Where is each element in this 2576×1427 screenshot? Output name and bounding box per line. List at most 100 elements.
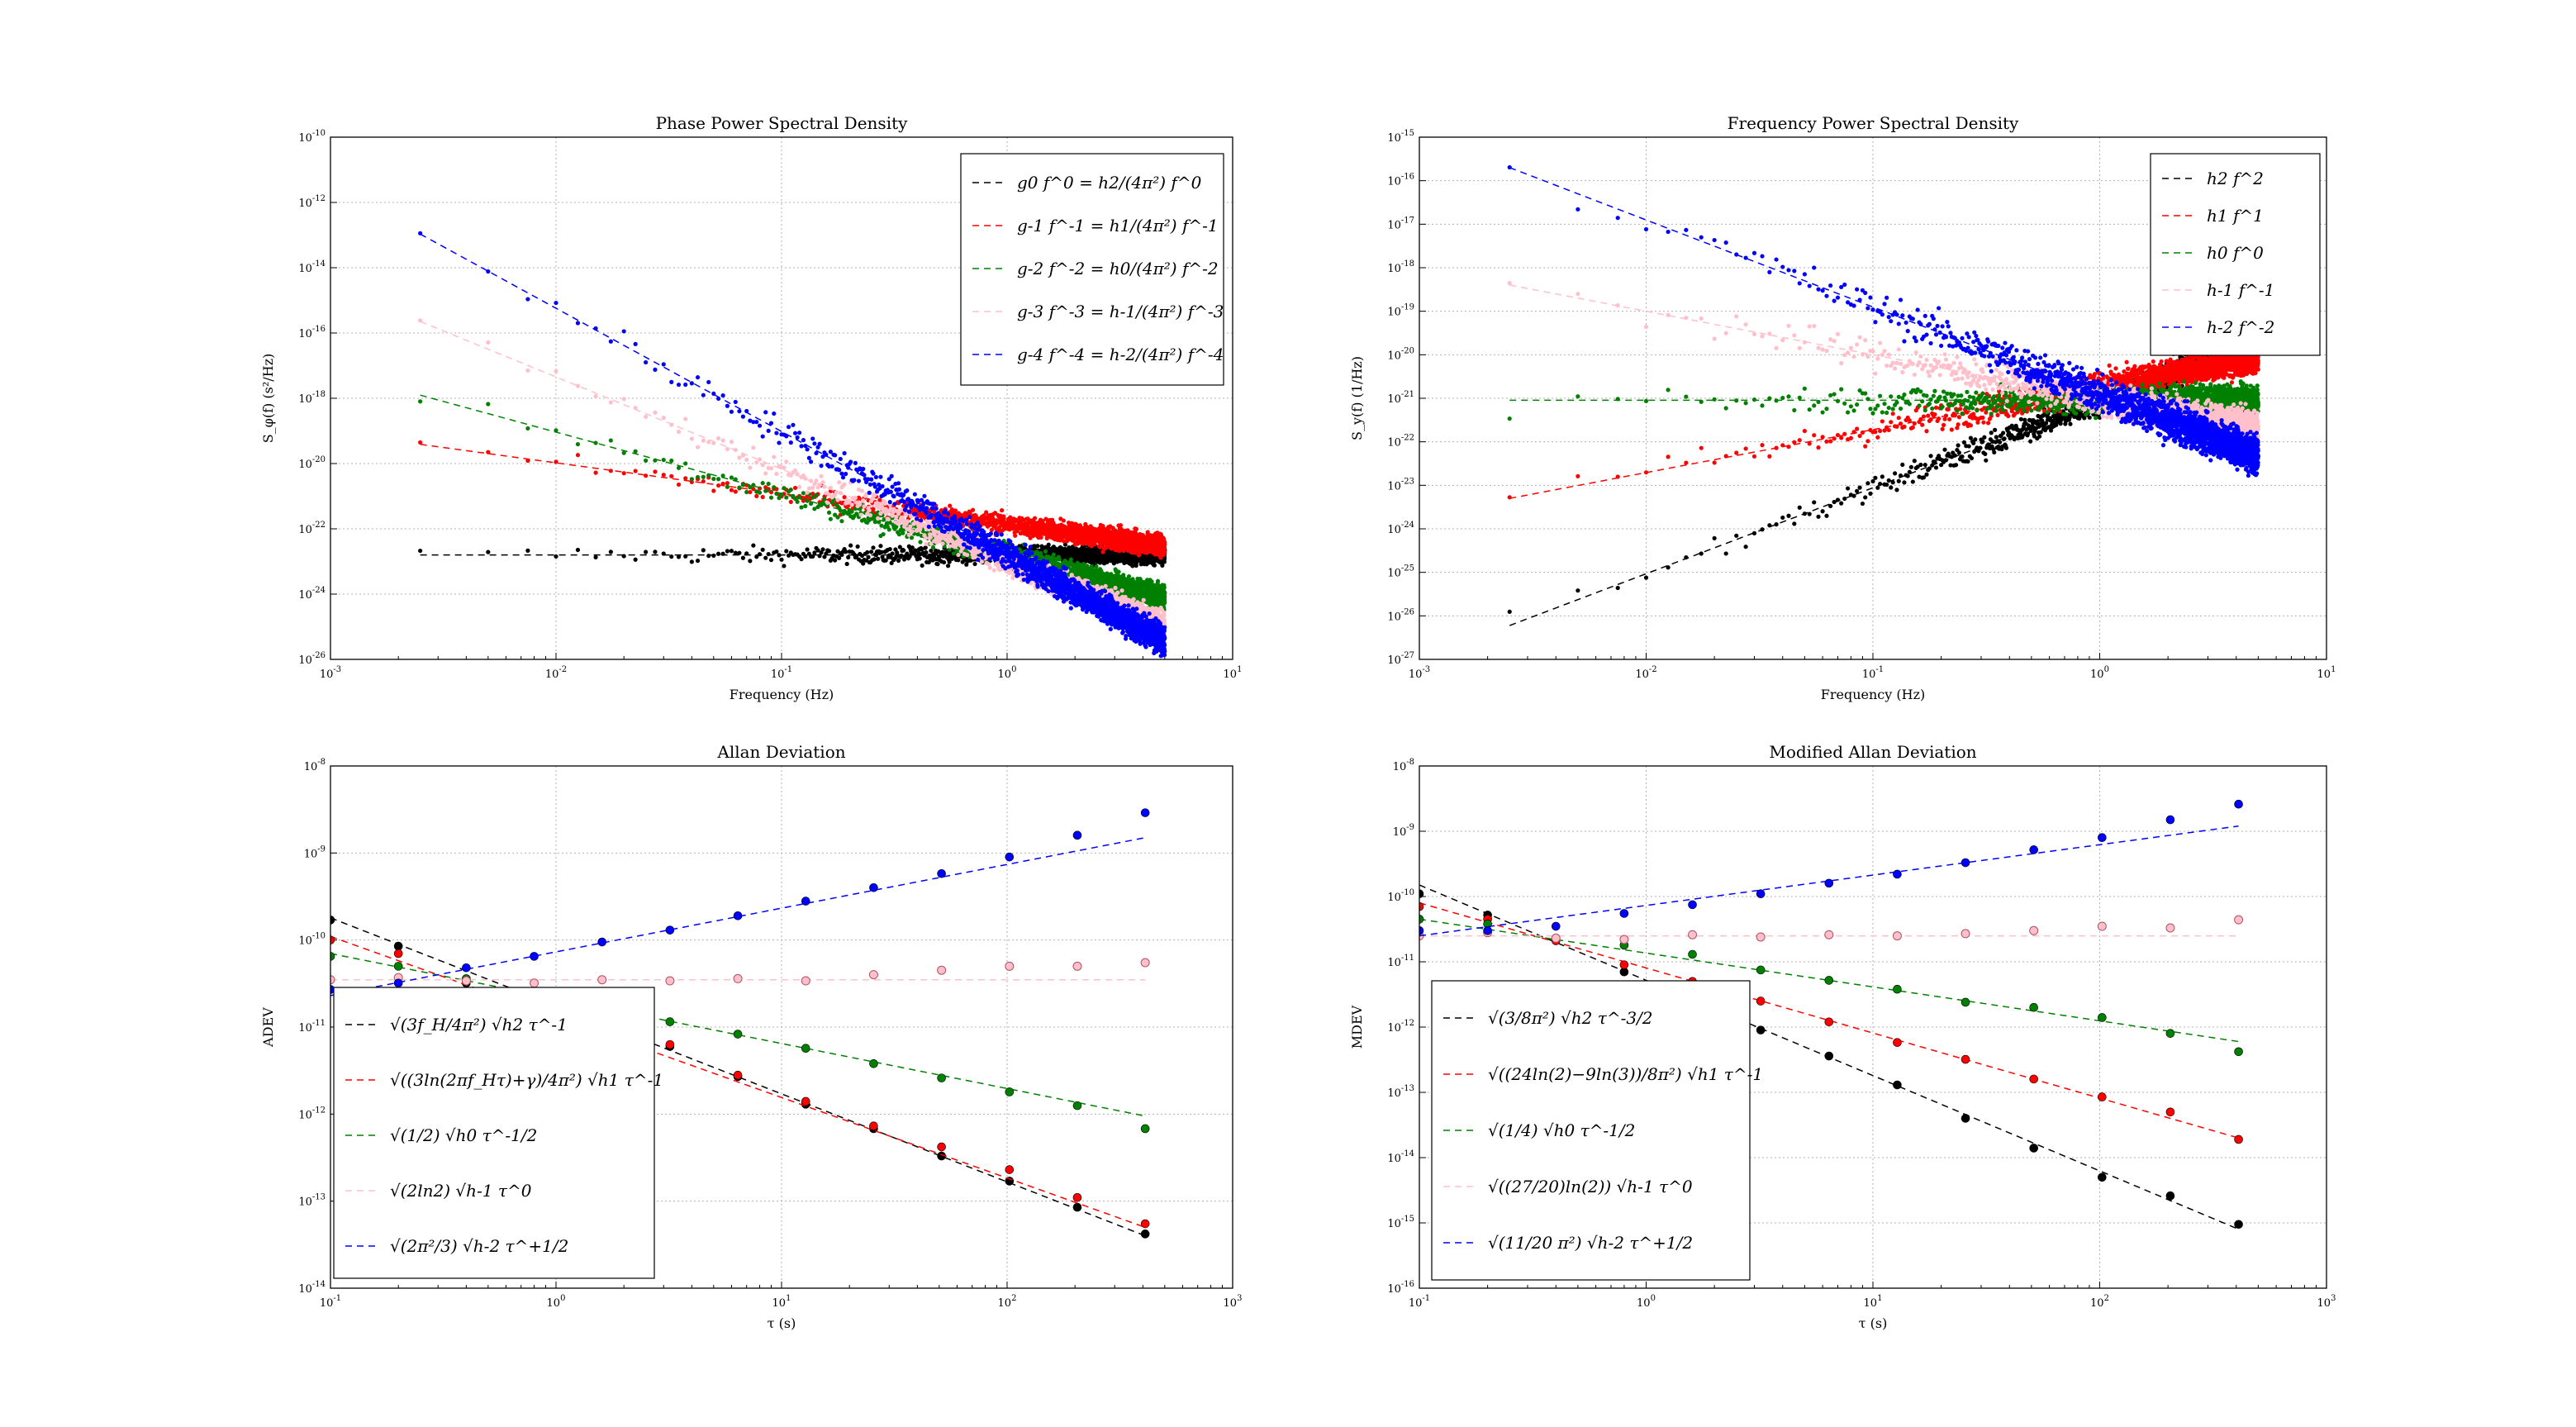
data-point: [942, 559, 947, 565]
data-point: [744, 489, 749, 495]
data-point: [795, 499, 800, 504]
data-point: [803, 503, 808, 509]
data-point: [733, 550, 738, 555]
data-point: [644, 458, 649, 463]
data-point: [879, 549, 884, 554]
data-point: [737, 485, 742, 490]
data-point: [695, 559, 701, 564]
x-tick-label: 10-2: [545, 665, 567, 681]
data-point: [716, 551, 721, 556]
data-point: [1046, 542, 1051, 547]
data-point: [810, 495, 815, 500]
data-point: [706, 473, 711, 478]
y-axis-label: S_φ(f) (s²/Hz): [260, 354, 276, 444]
series-1: [418, 440, 1167, 560]
data-point: [1062, 542, 1068, 547]
data-point: [828, 516, 833, 521]
data-point: [871, 545, 876, 550]
data-point: [1162, 542, 1167, 547]
data-point: [1162, 549, 1167, 554]
data-point: [782, 486, 787, 491]
data-point: [689, 559, 694, 564]
data-point: [948, 503, 953, 508]
data-point: [766, 481, 771, 487]
data-point: [1043, 549, 1048, 554]
data-point: [822, 554, 827, 559]
data-point: [826, 549, 832, 554]
plot-area: [418, 231, 1167, 659]
data-point: [945, 564, 951, 568]
data-point: [774, 549, 779, 554]
data-point: [788, 499, 793, 505]
data-point: [918, 540, 923, 545]
data-point: [837, 555, 842, 560]
data-point: [924, 550, 929, 555]
data-point: [1162, 556, 1167, 561]
data-point: [792, 485, 798, 491]
data-point: [820, 547, 825, 552]
data-point: [751, 543, 756, 548]
data-point: [593, 470, 598, 475]
data-point: [901, 548, 906, 553]
data-point: [1035, 544, 1040, 549]
x-tick-label: 10-3: [320, 665, 341, 681]
data-point: [621, 471, 626, 476]
data-point: [711, 488, 716, 493]
data-point: [772, 485, 777, 490]
data-point: [1068, 557, 1073, 562]
data-point: [846, 554, 851, 560]
y-tick-label: 10-18: [298, 390, 326, 406]
data-point: [877, 497, 882, 502]
data-point: [608, 438, 613, 443]
data-point: [760, 481, 765, 486]
data-point: [1038, 535, 1043, 540]
data-point: [418, 548, 423, 554]
data-point: [760, 494, 765, 500]
data-point: [683, 461, 688, 466]
data-point: [805, 498, 810, 503]
data-point: [782, 564, 787, 568]
data-point: [575, 441, 581, 447]
data-point: [919, 547, 924, 552]
data-point: [935, 562, 940, 567]
data-point: [889, 560, 894, 566]
data-point: [1134, 526, 1139, 531]
data-point: [920, 563, 924, 568]
data-point: [779, 557, 784, 562]
data-point: [554, 459, 558, 464]
y-tick-label: 10-22: [298, 521, 326, 536]
data-point: [872, 557, 877, 562]
data-point: [633, 469, 638, 473]
data-point: [897, 545, 902, 549]
data-point: [822, 497, 827, 502]
data-point: [844, 549, 848, 554]
data-point: [819, 550, 824, 555]
data-point: [910, 545, 915, 550]
data-point: [695, 474, 701, 480]
data-point: [881, 531, 886, 537]
data-point: [805, 547, 810, 552]
data-point: [901, 530, 905, 535]
data-point: [869, 549, 874, 554]
data-point: [575, 453, 581, 458]
data-point: [737, 550, 742, 555]
data-point: [956, 558, 961, 563]
data-point: [799, 557, 804, 562]
data-point: [653, 469, 658, 474]
data-point: [1118, 523, 1124, 528]
y-tick-label: 10-24: [298, 586, 326, 602]
data-point: [1152, 563, 1157, 568]
data-point: [855, 544, 860, 549]
data-point: [1057, 557, 1062, 562]
data-point: [748, 559, 753, 564]
data-point: [575, 547, 581, 553]
data-point: [633, 557, 638, 562]
data-point: [725, 549, 730, 554]
data-point: [486, 402, 491, 407]
x-axis-label: Frequency (Hz): [730, 687, 834, 702]
data-point: [593, 554, 598, 560]
data-point: [849, 509, 854, 514]
data-point: [1013, 533, 1018, 538]
data-point: [751, 483, 756, 488]
